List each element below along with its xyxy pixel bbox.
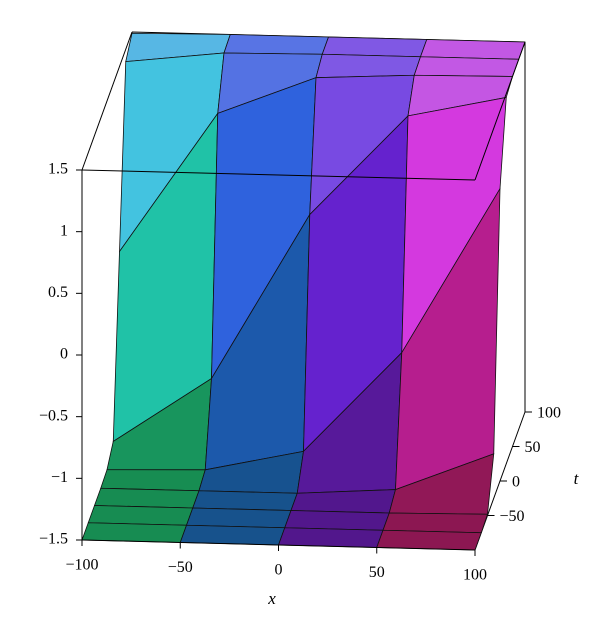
surface-patch: [284, 510, 390, 531]
x-axis-label: x: [267, 589, 276, 608]
t-axis-label: t: [574, 469, 580, 488]
surface-patch: [87, 505, 194, 526]
t-tick-label: −50: [500, 508, 525, 525]
z-tick-label: −1: [51, 469, 68, 486]
surface-patch: [315, 53, 422, 79]
x-tick-label: 50: [369, 564, 385, 581]
z-tick-label: 1.5: [48, 161, 68, 178]
surface-patch: [185, 507, 292, 529]
z-tick-label: −1.5: [39, 531, 68, 548]
t-tick-label: 50: [525, 439, 541, 456]
surface-patch: [321, 36, 428, 58]
surface-patch: [290, 489, 397, 514]
z-tick-label: 0: [60, 346, 68, 363]
surface-patch: [277, 527, 384, 548]
surface-patch: [223, 34, 330, 55]
z-tick-label: 1: [60, 222, 68, 239]
x-tick-label: 0: [275, 562, 283, 579]
t-tick-label: 0: [512, 474, 520, 491]
surface-patch: [192, 490, 298, 511]
box-edge: [474, 41, 526, 181]
surface-patch: [81, 522, 188, 543]
x-tick-label: −50: [168, 559, 193, 576]
box-edge: [81, 31, 133, 171]
surface-patch: [419, 39, 526, 60]
box-edge: [81, 169, 476, 181]
z-tick-label: 0.5: [48, 284, 68, 301]
surface-patch: [413, 56, 520, 77]
x-tick-label: 100: [463, 567, 487, 584]
surface-patch: [376, 529, 482, 551]
t-tick-label: 100: [537, 405, 561, 422]
surface-patch: [100, 469, 206, 492]
surface-patch: [179, 524, 286, 546]
x-tick-label: −100: [65, 557, 98, 574]
z-tick-label: −0.5: [39, 407, 68, 424]
surface-patch: [93, 487, 200, 509]
surface-patch: [382, 512, 489, 534]
